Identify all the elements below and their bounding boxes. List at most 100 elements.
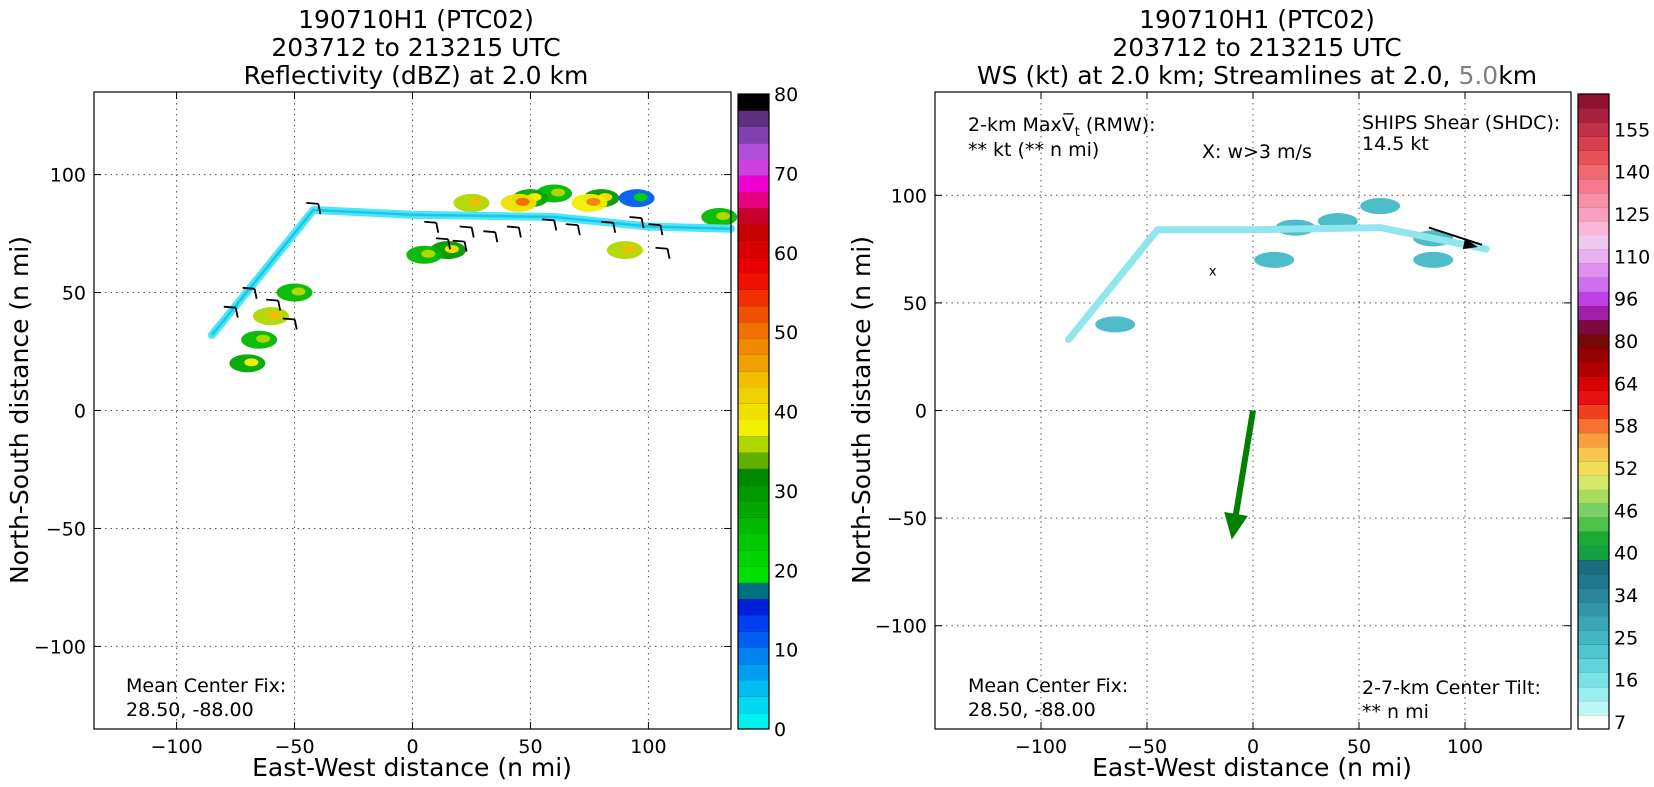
right-colorbar-swatch <box>1578 108 1609 123</box>
right-colorbar-tick-label: 155 <box>1614 119 1650 141</box>
maxvt-value: ** kt (** n mi) <box>968 139 1099 161</box>
left-colorbar-swatch <box>738 631 769 648</box>
left-colorbar-swatch <box>738 338 769 355</box>
right-ytick-label: 0 <box>915 401 927 423</box>
right-colorbar-swatch <box>1578 531 1609 546</box>
maxvt-label-sub: t <box>1075 125 1080 140</box>
left-colorbar-tick-label: 20 <box>774 560 798 582</box>
right-colorbar-swatch <box>1578 602 1609 617</box>
reflectivity-echo-core <box>551 188 566 197</box>
left-colorbar-swatch <box>738 533 769 551</box>
right-colorbar-swatch <box>1578 418 1609 434</box>
right-colorbar-swatch <box>1578 573 1609 589</box>
right-xtick-label: −50 <box>1127 736 1167 758</box>
left-colorbar-swatch <box>738 273 769 290</box>
reflectivity-echo-core <box>421 249 436 258</box>
wind-barb-shaft <box>542 218 555 222</box>
left-colorbar-frame <box>737 93 770 730</box>
left-xtick-label: 100 <box>630 736 666 758</box>
wind-barb-flag <box>293 319 298 330</box>
left-colorbar-swatch <box>738 582 769 600</box>
reflectivity-echo-core <box>444 245 459 254</box>
left-echo-layer <box>229 184 738 373</box>
right-colorbar-tick-label: 52 <box>1614 458 1638 480</box>
left-xtick-label: 50 <box>518 736 542 758</box>
maxvt-label-main: 2-km MaxV̅ <box>968 112 1075 136</box>
left-ytick-label: 100 <box>50 165 86 187</box>
right-colorbar-swatch <box>1578 305 1609 321</box>
left-colorbar-swatch <box>738 598 769 616</box>
left-ytick-label: 50 <box>62 283 86 305</box>
left-colorbar-swatch <box>738 289 769 307</box>
reflectivity-echo-core <box>256 334 271 343</box>
right-colorbar-swatch <box>1578 517 1609 532</box>
right-xtick-label: 50 <box>1347 736 1371 758</box>
right-colorbar-swatch <box>1578 206 1609 222</box>
wind-barb-flag <box>470 227 475 238</box>
right-panel: 190710H1 (PTC02) 203712 to 213215 UTC WS… <box>847 5 1650 782</box>
wind-barb-flag <box>553 220 558 231</box>
wind-barb-flag <box>435 222 440 233</box>
left-ytick-label: 0 <box>74 401 86 423</box>
right-colorbar: 7 16 25 34 40 46 52 58 64 80 96 110 125 140 155 <box>1577 93 1650 734</box>
left-colorbar-swatch <box>738 501 769 518</box>
right-colorbar-swatch <box>1578 475 1609 490</box>
right-title-line1: 190710H1 (PTC02) <box>1139 5 1375 34</box>
right-axis-ticks: −100 −50 0 50 100 −100 −50 0 50 100 <box>875 92 1571 758</box>
right-colorbar-swatch <box>1578 291 1609 307</box>
right-colorbar-swatch <box>1578 362 1609 377</box>
left-colorbar-swatch <box>738 159 769 176</box>
left-colorbar-swatch <box>738 387 769 404</box>
right-colorbar-swatch <box>1578 164 1609 180</box>
reflectivity-echo-core <box>291 287 306 296</box>
shear-label: SHIPS Shear (SHDC): <box>1362 112 1560 134</box>
right-colorbar-tick-label: 140 <box>1614 162 1650 184</box>
wind-barb-flag <box>640 217 645 229</box>
left-colorbar-swatch <box>738 647 769 665</box>
reflectivity-echo-core <box>621 245 636 254</box>
left-flight-track <box>208 206 735 339</box>
left-ytick-label: −50 <box>46 518 86 540</box>
wind-barb-shaft <box>565 223 578 227</box>
wind-barb-shaft <box>424 220 437 224</box>
left-wind-barbs <box>223 201 671 330</box>
left-colorbar-swatch <box>738 403 769 421</box>
right-xtick-label: 100 <box>1447 736 1483 758</box>
right-colorbar-tick-label: 58 <box>1614 416 1638 438</box>
right-colorbar-swatch <box>1578 249 1609 264</box>
left-colorbar-swatch <box>738 175 769 193</box>
right-colorbar-tick-label: 46 <box>1614 500 1638 522</box>
right-colorbar-swatch <box>1578 503 1609 518</box>
right-colorbar-tick-label: 25 <box>1614 627 1638 649</box>
left-grid <box>94 92 731 729</box>
left-title-line1: 190710H1 (PTC02) <box>298 5 534 34</box>
updraft-legend: X: w>3 m/s <box>1202 141 1312 163</box>
left-title-line2: 203712 to 213215 UTC <box>271 33 560 62</box>
reflectivity-echo-core <box>633 193 648 202</box>
right-colorbar-tick-label: 16 <box>1614 670 1638 692</box>
left-xtick-label: −50 <box>274 736 314 758</box>
right-ytick-label: 100 <box>891 185 927 207</box>
right-colorbar-tick-label: 64 <box>1614 373 1638 395</box>
wind-barb-flag <box>277 300 282 311</box>
left-xtick-label: 0 <box>406 736 418 758</box>
right-grid <box>935 92 1571 729</box>
left-colorbar-swatch <box>738 94 769 111</box>
left-colorbar-swatch <box>738 549 769 567</box>
right-colorbar-swatch <box>1578 616 1609 631</box>
right-colorbar-tick-label: 110 <box>1614 246 1650 268</box>
wind-barb-shaft <box>266 298 279 302</box>
left-colorbar-swatch <box>738 207 769 225</box>
right-colorbar-tick-label: 34 <box>1614 585 1638 607</box>
right-colorbar-swatch <box>1578 150 1609 165</box>
right-title-secondary-level: 5.0 <box>1458 61 1498 90</box>
wind-barb-flag <box>253 288 258 299</box>
right-colorbar-tick-label: 80 <box>1614 331 1638 353</box>
left-colorbar-swatch <box>738 712 769 730</box>
right-xtick-label: 0 <box>1247 736 1259 758</box>
shear-vector-arrowhead <box>1224 512 1248 540</box>
streamline <box>1428 226 1483 246</box>
right-y-axis-label: North-South distance (n mi) <box>847 236 876 584</box>
wind-barb-shaft <box>242 286 255 290</box>
